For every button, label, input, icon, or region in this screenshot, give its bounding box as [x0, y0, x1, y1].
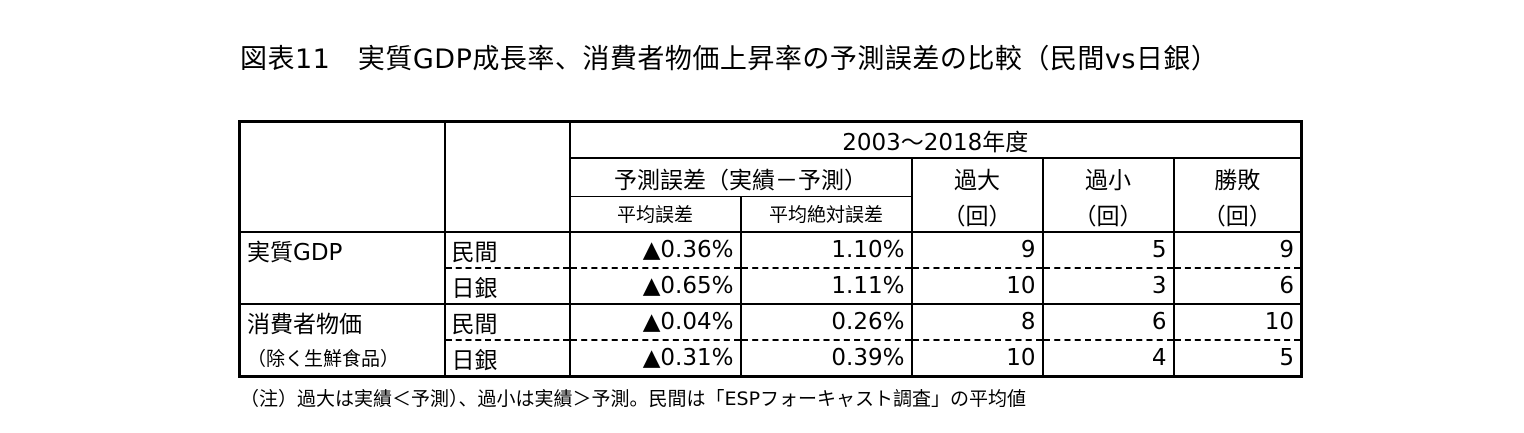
- under-header: 過小: [1042, 158, 1175, 197]
- comparison-table: 2003～2018年度 予測誤差（実績－予測） 過大 過小 勝敗 平均誤差 平均…: [238, 120, 1303, 378]
- mean-abs-error-cell: 1.10%: [740, 231, 913, 269]
- under-cell: 6: [1042, 303, 1175, 341]
- under-cell: 4: [1042, 339, 1175, 376]
- over-cell: 10: [911, 339, 1044, 376]
- source-label: 民間: [444, 303, 571, 341]
- wins-cell: 6: [1173, 267, 1302, 305]
- source-label: 日銀: [444, 339, 571, 376]
- under-unit: （回）: [1042, 196, 1175, 233]
- under-cell: 3: [1042, 267, 1175, 305]
- over-unit: （回）: [911, 196, 1044, 233]
- mean-error-cell: ▲0.04%: [569, 303, 742, 341]
- category-label: 消費者物価: [239, 303, 446, 340]
- footnote: （注）過大は実績＜予測）、過小は実績＞予測。民間は「ESPフォーキャスト調査」の…: [240, 388, 1027, 410]
- mean-error-cell: ▲0.31%: [569, 339, 742, 376]
- source-label: 日銀: [444, 267, 571, 305]
- wins-cell: 5: [1279, 344, 1294, 371]
- under-cell: 5: [1042, 231, 1175, 269]
- category-sub-label: （除く生鮮食品）: [239, 339, 446, 376]
- wins-header: 勝敗: [1214, 167, 1261, 194]
- over-cell: 8: [911, 303, 1044, 341]
- mean-error-cell: ▲0.65%: [569, 267, 742, 305]
- table-row: （除く生鮮食品） 日銀 ▲0.31% 0.39% 10 4 5: [239, 339, 1302, 376]
- source-label: 民間: [444, 231, 571, 269]
- forecast-error-header: 予測誤差（実績－予測）: [569, 158, 913, 197]
- category-label: [239, 267, 446, 305]
- over-cell: 10: [911, 267, 1044, 305]
- category-label: 実質GDP: [239, 231, 446, 268]
- mean-abs-error-header: 平均絶対誤差: [740, 196, 913, 233]
- mean-abs-error-cell: 0.26%: [740, 303, 913, 341]
- period-header: 2003～2018年度: [569, 121, 1302, 159]
- wins-cell: 9: [1173, 231, 1302, 269]
- wins-cell: 10: [1173, 303, 1302, 341]
- wins-unit: （回）: [1173, 196, 1302, 233]
- page-title: 図表11 実質GDP成長率、消費者物価上昇率の予測誤差の比較（民間vs日銀）: [240, 44, 1219, 75]
- mean-error-cell: ▲0.36%: [569, 231, 742, 269]
- mean-abs-error-cell: 0.39%: [740, 339, 913, 376]
- corner-cell: [239, 121, 446, 233]
- table-row: 日銀 ▲0.65% 1.11% 10 3 6: [239, 267, 1302, 305]
- over-header: 過大: [911, 158, 1044, 197]
- mean-error-header: 平均誤差: [569, 196, 742, 233]
- corner-cell-2: [444, 121, 571, 233]
- over-cell: 9: [911, 231, 1044, 269]
- table-row: 実質GDP 民間 ▲0.36% 1.10% 9 5 9: [239, 231, 1302, 269]
- mean-abs-error-cell: 1.11%: [740, 267, 913, 305]
- table-row: 消費者物価 民間 ▲0.04% 0.26% 8 6 10: [239, 303, 1302, 341]
